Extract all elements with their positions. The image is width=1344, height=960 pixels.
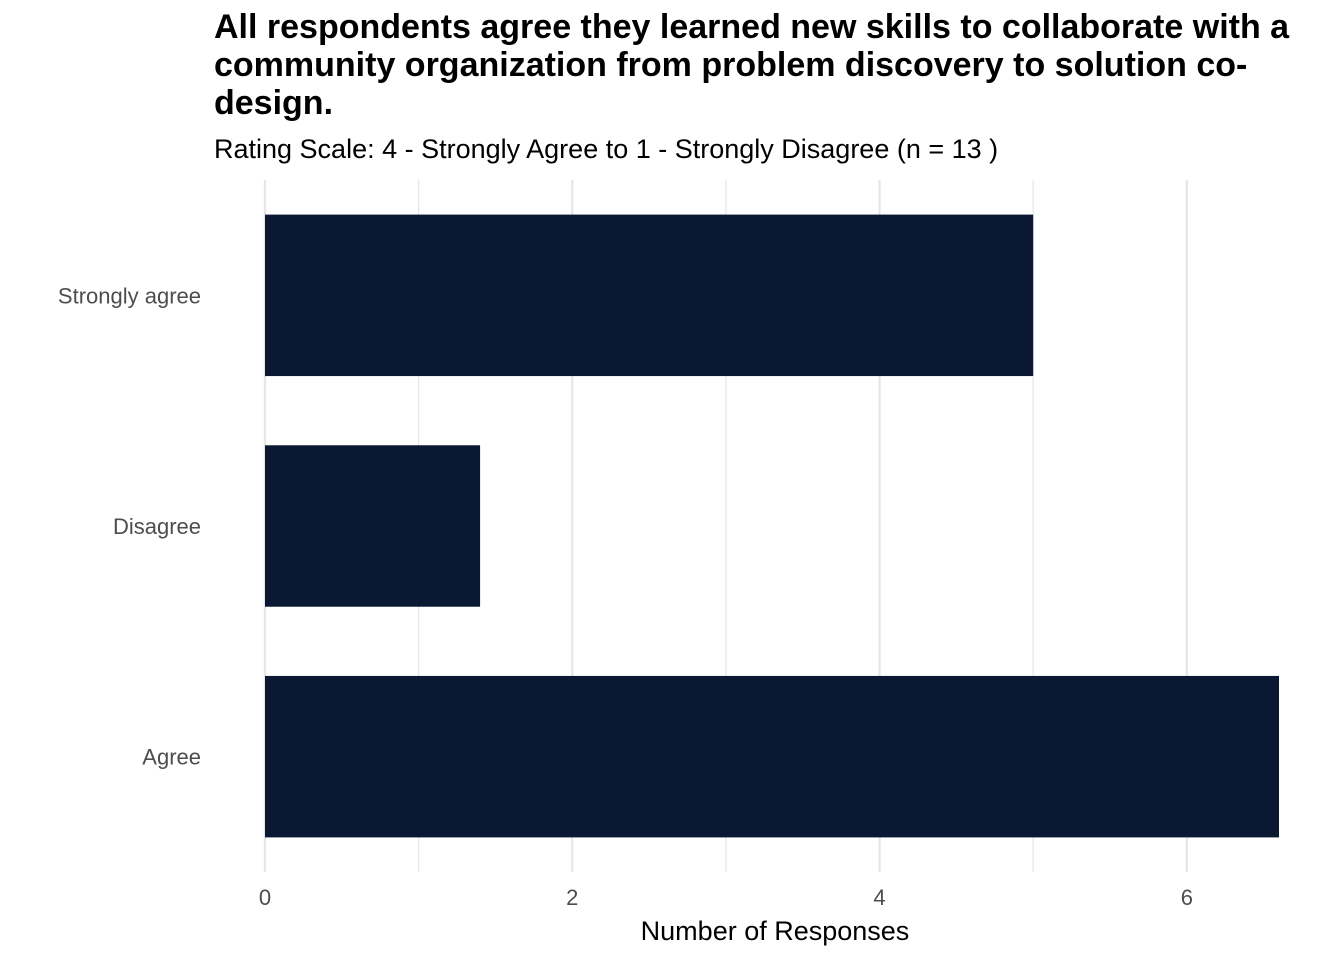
chart-title: All respondents agree they learned new s… xyxy=(214,8,1290,122)
x-axis-title: Number of Responses xyxy=(641,916,910,946)
bar-strongly-agree xyxy=(265,214,1034,377)
bar-disagree xyxy=(265,445,481,607)
x-tick-label: 6 xyxy=(1181,885,1193,910)
bar-agree xyxy=(265,675,1279,838)
y-tick-label: Agree xyxy=(142,745,201,770)
y-tick-label: Strongly agree xyxy=(58,283,201,308)
y-tick-label: Disagree xyxy=(113,514,201,539)
bars xyxy=(265,214,1279,838)
y-tick-labels: Strongly agree Disagree Agree xyxy=(58,283,201,769)
x-tick-label: 2 xyxy=(566,885,578,910)
x-tick-labels: 0 2 4 6 xyxy=(259,885,1193,910)
x-tick-label: 4 xyxy=(873,885,885,910)
chart-subtitle: Rating Scale: 4 - Strongly Agree to 1 - … xyxy=(214,134,999,164)
x-tick-label: 0 xyxy=(259,885,271,910)
